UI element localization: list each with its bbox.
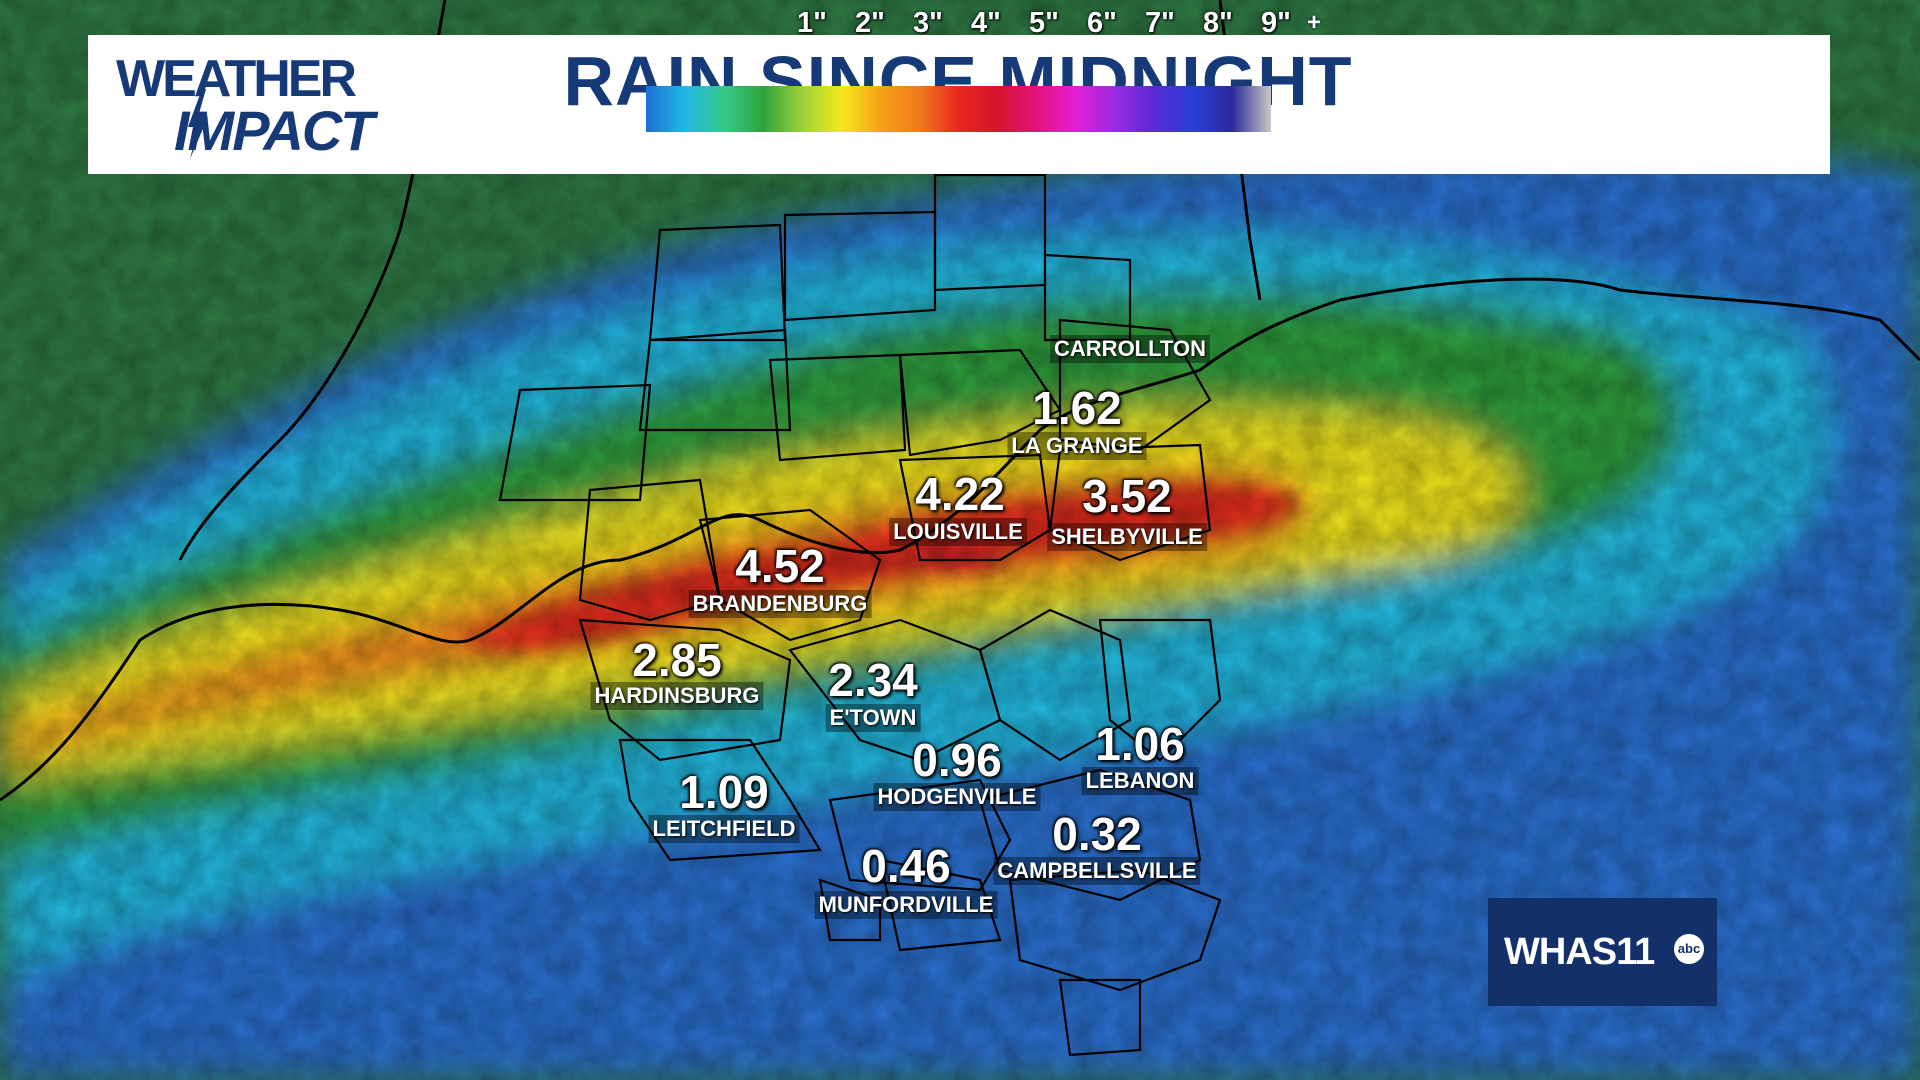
- legend-tick-1: 1": [797, 7, 827, 39]
- rain-value-hardinsburg: 2.85: [632, 634, 722, 686]
- rain-value-louisville: 4.22: [915, 468, 1005, 520]
- city-label-louisville: LOUISVILLE: [889, 518, 1027, 546]
- city-label-shelbyville: SHELBYVILLE: [1047, 523, 1207, 551]
- brand-line2: IMPACT: [174, 99, 374, 162]
- legend-tick-4: 4": [971, 7, 1001, 39]
- rain-value-shelbyville: 3.52: [1082, 470, 1172, 522]
- legend-tick-9: 9": [1261, 7, 1291, 39]
- brand-line1: WEATHER: [116, 50, 357, 108]
- city-label-munfordville: MUNFORDVILLE: [814, 891, 998, 919]
- legend-gradient: [646, 86, 1271, 132]
- legend-tick-6: 6": [1087, 7, 1117, 39]
- weather-impact-logo: WEATHER IMPACT: [116, 53, 446, 163]
- rain-value-hodgenville: 0.96: [912, 734, 1002, 786]
- rain-value-munfordville: 0.46: [861, 840, 951, 892]
- station-call-sign: WHAS11: [1504, 931, 1655, 973]
- city-label-hodgenville: HODGENVILLE: [873, 783, 1041, 811]
- legend-tick-7: 7": [1145, 7, 1175, 39]
- legend-tick-8: 8": [1203, 7, 1233, 39]
- legend-tick-3: 3": [913, 7, 943, 39]
- abc-network-icon: abc: [1674, 934, 1704, 964]
- city-label-leitchfield: LEITCHFIELD: [648, 815, 800, 843]
- county-lines: [498, 173, 1222, 1057]
- city-label-hardinsburg: HARDINSBURG: [590, 682, 764, 710]
- legend-plus: +: [1307, 9, 1322, 36]
- rain-value-etown: 2.34: [828, 654, 918, 706]
- city-label-la-grange: LA GRANGE: [1007, 432, 1147, 460]
- rain-value-leitchfield: 1.09: [679, 766, 769, 818]
- city-label-brandenburg: BRANDENBURG: [688, 590, 872, 618]
- rainfall-legend-bar: [646, 86, 1271, 132]
- rain-value-lebanon: 1.06: [1095, 718, 1185, 770]
- station-logo: WHAS11 abc: [1488, 898, 1717, 1006]
- city-label-lebanon: LEBANON: [1081, 767, 1199, 795]
- city-label-campbellsville: CAMPBELLSVILLE: [993, 857, 1201, 885]
- legend-tick-2: 2": [855, 7, 885, 39]
- lightning-bolt-icon: [188, 89, 208, 159]
- legend-tick-5: 5": [1029, 7, 1059, 39]
- rain-value-campbellsville: 0.32: [1052, 808, 1142, 860]
- city-label-carrollton: CARROLLTON: [1050, 335, 1210, 363]
- ohio-river-boundary: [0, 277, 1920, 802]
- rain-value-brandenburg: 4.52: [735, 540, 825, 592]
- city-label-etown: E'TOWN: [825, 704, 921, 732]
- rain-value-la-grange: 1.62: [1032, 382, 1122, 434]
